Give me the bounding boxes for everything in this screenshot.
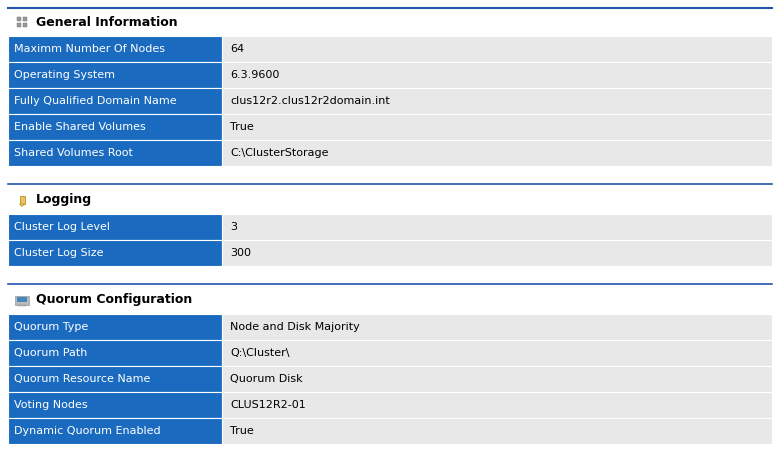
Text: Maximm Number Of Nodes: Maximm Number Of Nodes — [14, 44, 165, 54]
Bar — [8, 214, 222, 240]
Bar — [16, 297, 27, 302]
Bar — [222, 88, 772, 114]
Bar — [8, 240, 222, 266]
Text: Node and Disk Majority: Node and Disk Majority — [230, 322, 360, 332]
Bar — [222, 240, 772, 266]
Bar — [222, 140, 772, 166]
Text: Shared Volumes Root: Shared Volumes Root — [14, 148, 133, 158]
Bar — [8, 418, 222, 444]
Bar — [8, 140, 222, 166]
Bar — [222, 214, 772, 240]
Text: C:\ClusterStorage: C:\ClusterStorage — [230, 148, 328, 158]
Text: 64: 64 — [230, 44, 244, 54]
Text: General Information: General Information — [36, 16, 178, 29]
Bar — [8, 392, 222, 418]
Text: Quorum Resource Name: Quorum Resource Name — [14, 374, 151, 384]
Bar — [222, 340, 772, 366]
Text: Quorum Type: Quorum Type — [14, 322, 88, 332]
Bar — [17, 17, 22, 22]
Bar — [18, 305, 27, 306]
Text: Dynamic Quorum Enabled: Dynamic Quorum Enabled — [14, 426, 161, 436]
Bar — [8, 114, 222, 140]
Bar — [8, 366, 222, 392]
Text: True: True — [230, 122, 254, 132]
Bar — [15, 296, 29, 305]
Text: clus12r2.clus12r2domain.int: clus12r2.clus12r2domain.int — [230, 96, 390, 106]
Text: Cluster Log Size: Cluster Log Size — [14, 248, 104, 258]
Bar — [8, 36, 222, 62]
Bar — [222, 418, 772, 444]
Text: Cluster Log Level: Cluster Log Level — [14, 222, 110, 232]
Text: Quorum Configuration: Quorum Configuration — [36, 293, 192, 306]
Text: Quorum Disk: Quorum Disk — [230, 374, 303, 384]
Bar — [23, 17, 27, 22]
Bar — [8, 62, 222, 88]
Bar — [8, 88, 222, 114]
Text: CLUS12R2-01: CLUS12R2-01 — [230, 400, 306, 410]
Bar — [222, 366, 772, 392]
Text: True: True — [230, 426, 254, 436]
Text: Logging: Logging — [36, 194, 92, 206]
Bar — [23, 23, 27, 27]
Text: Fully Qualified Domain Name: Fully Qualified Domain Name — [14, 96, 176, 106]
Text: Quorum Path: Quorum Path — [14, 348, 87, 358]
Text: 300: 300 — [230, 248, 251, 258]
Bar — [8, 314, 222, 340]
Bar — [20, 196, 24, 204]
Text: 3: 3 — [230, 222, 237, 232]
Text: Q:\Cluster\: Q:\Cluster\ — [230, 348, 289, 358]
Bar — [222, 392, 772, 418]
Text: Operating System: Operating System — [14, 70, 115, 80]
Bar — [17, 23, 22, 27]
Text: 6.3.9600: 6.3.9600 — [230, 70, 279, 80]
Bar — [8, 340, 222, 366]
Polygon shape — [20, 204, 24, 206]
Bar — [222, 62, 772, 88]
Bar — [222, 36, 772, 62]
Bar — [222, 314, 772, 340]
Text: Enable Shared Volumes: Enable Shared Volumes — [14, 122, 146, 132]
Bar — [222, 114, 772, 140]
Text: Voting Nodes: Voting Nodes — [14, 400, 87, 410]
